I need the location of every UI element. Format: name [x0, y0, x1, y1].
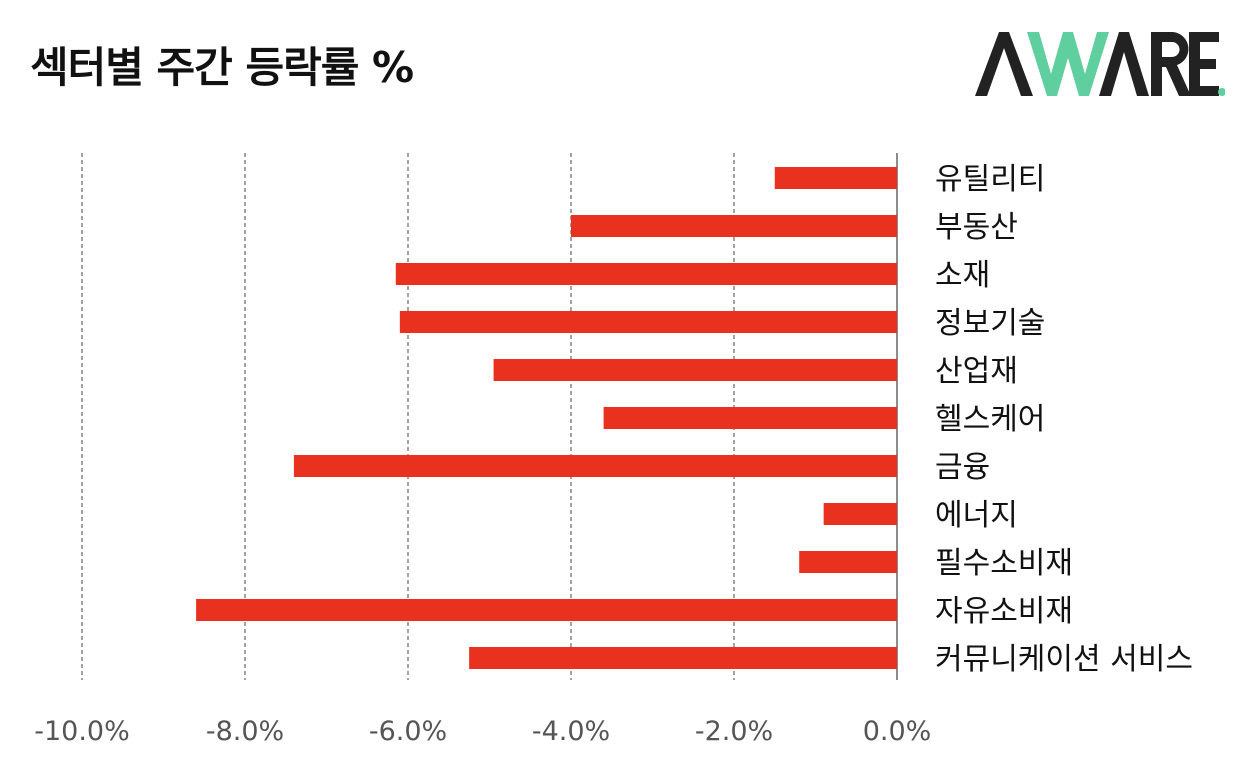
- bar: [395, 263, 897, 285]
- category-label: 부동산: [935, 210, 1018, 245]
- bar: [293, 455, 897, 477]
- category-label: 필수소비재: [935, 546, 1073, 581]
- bar: [799, 551, 897, 573]
- category-label: 산업재: [935, 354, 1018, 389]
- bar: [196, 599, 898, 621]
- bar: [469, 647, 897, 669]
- bar: [571, 215, 897, 237]
- category-label: 헬스케어: [935, 402, 1045, 437]
- category-label: 유틸리티: [935, 162, 1045, 197]
- bar: [823, 503, 897, 525]
- category-label: 소재: [935, 258, 990, 293]
- chart-title: 섹터별 주간 등락률 %: [30, 43, 414, 92]
- x-tick-label: -4.0%: [532, 716, 610, 747]
- category-label: 커뮤니케이션 서비스: [935, 642, 1193, 677]
- bar: [399, 311, 897, 333]
- bar: [493, 359, 897, 381]
- x-tick-label: -6.0%: [369, 716, 447, 747]
- category-label: 에너지: [935, 498, 1018, 533]
- bar: [774, 167, 897, 189]
- category-label: 정보기술: [935, 306, 1045, 341]
- x-tick-label: -2.0%: [695, 716, 773, 747]
- x-tick-label: 0.0%: [863, 716, 932, 747]
- aware-logo: [975, 32, 1225, 96]
- category-label: 자유소비재: [935, 594, 1073, 629]
- bar: [603, 407, 897, 429]
- x-tick-label: -8.0%: [206, 716, 284, 747]
- category-label: 금융: [935, 450, 990, 485]
- x-tick-label: -10.0%: [34, 716, 130, 747]
